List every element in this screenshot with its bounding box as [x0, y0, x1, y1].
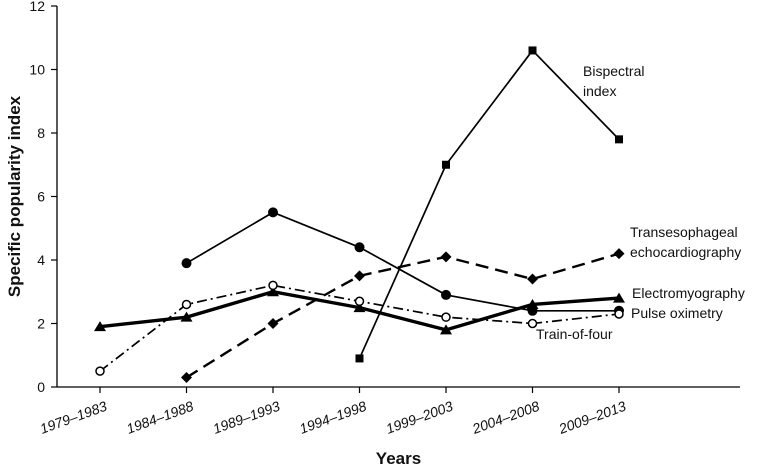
data-point-pulse-oximetry: [181, 258, 192, 269]
data-point-bispectral-index: [442, 160, 450, 169]
series-label-pulse-oximetry: Pulse oximetry: [631, 305, 723, 321]
x-tick-label: 1979–1983: [38, 398, 110, 437]
series-line-pulse-oximetry: [186, 211, 619, 312]
data-point-electromyography: [180, 311, 193, 322]
data-point-bispectral-index: [615, 135, 623, 144]
x-tick-label: 2009–2013: [556, 398, 628, 437]
data-point-pulse-oximetry: [527, 305, 538, 316]
y-tick-label: 10: [29, 62, 45, 78]
y-tick-label: 6: [37, 189, 45, 205]
series-label-transesophageal-echocardiography: Transesophageal: [630, 224, 738, 240]
y-tick-label: 0: [37, 379, 45, 395]
y-axis-title: Specific popularity index: [5, 95, 24, 297]
data-point-electromyography: [267, 286, 279, 297]
x-tick-label: 1989–1993: [211, 398, 283, 437]
data-point-transesophageal-echocardiography: [354, 270, 365, 282]
series-label-bispectral-index: index: [583, 83, 616, 99]
data-point-train-of-four: [614, 309, 624, 319]
data-point-electromyography: [440, 324, 452, 335]
x-axis-title: Years: [376, 449, 421, 468]
x-tick-label: 1984–1988: [124, 398, 196, 437]
data-point-transesophageal-echocardiography: [267, 318, 279, 329]
chart-markers: [94, 46, 625, 383]
data-point-electromyography: [613, 292, 625, 303]
y-tick-label: 4: [37, 252, 45, 268]
data-point-transesophageal-echocardiography: [613, 248, 625, 260]
x-tick-label: 1999–2003: [384, 398, 456, 437]
data-point-train-of-four: [354, 296, 365, 307]
data-point-transesophageal-echocardiography: [181, 371, 192, 383]
x-tick-label: 1994–1998: [297, 398, 369, 437]
data-point-train-of-four: [268, 280, 278, 291]
chart-series-labels: Bispectral index Transesophageal echocardio…: [536, 63, 745, 342]
series-label-electromyography: Electromyography: [632, 285, 745, 301]
data-point-bispectral-index: [528, 46, 537, 55]
series-label-train-of-four: Train-of-four: [536, 326, 613, 342]
data-point-electromyography: [94, 321, 106, 332]
data-point-pulse-oximetry: [441, 289, 451, 300]
y-tick-label: 8: [37, 125, 45, 141]
data-point-pulse-oximetry: [268, 207, 278, 218]
y-tick-label: 2: [37, 316, 45, 332]
data-point-transesophageal-echocardiography: [527, 273, 538, 285]
data-point-electromyography: [353, 302, 366, 313]
data-point-bispectral-index: [355, 354, 364, 363]
series-line-transesophageal-echocardiography: [185, 252, 620, 379]
data-point-train-of-four: [181, 299, 192, 310]
series-line-bispectral-index: [358, 49, 620, 359]
data-point-train-of-four: [527, 318, 538, 329]
y-tick-label: 12: [29, 0, 45, 14]
data-point-train-of-four: [95, 366, 105, 376]
series-label-bispectral-index: Bispectral: [583, 63, 644, 79]
series-label-transesophageal-echocardiography: echocardiography: [630, 244, 741, 260]
x-tick-label: 2004–2008: [469, 398, 541, 437]
data-point-pulse-oximetry: [354, 242, 365, 253]
data-point-train-of-four: [441, 312, 451, 322]
data-point-electromyography: [526, 298, 539, 309]
data-point-transesophageal-echocardiography: [440, 251, 452, 263]
